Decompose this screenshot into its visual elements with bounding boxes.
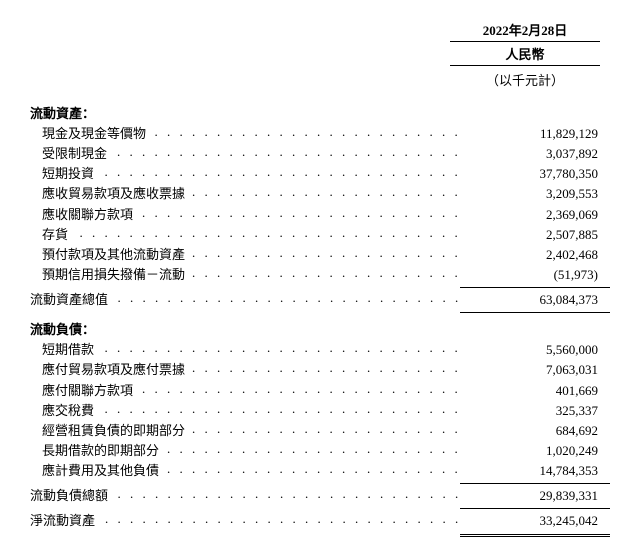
line-item-row: 預付款項及其他流動資產. . . . . . . . . . . . . . .… — [30, 245, 610, 265]
table-header: 2022年2月28日 人民幣 （以千元計） — [30, 20, 610, 99]
line-item-row: 經營租賃負債的即期部分. . . . . . . . . . . . . . .… — [30, 421, 610, 441]
section-title-current-liabilities: 流動負債： — [30, 315, 610, 340]
header-unit: （以千元計） — [450, 66, 600, 99]
line-item-label: 短期投資. . . . . . . . . . . . . . . . . . … — [30, 164, 460, 184]
line-item-label: 應付貿易款項及應付票據. . . . . . . . . . . . . . .… — [30, 360, 460, 380]
header-date: 2022年2月28日 — [450, 20, 600, 42]
line-item-label: 應計費用及其他負債. . . . . . . . . . . . . . . .… — [30, 461, 460, 481]
line-item-value: 3,209,553 — [460, 184, 610, 204]
line-item-label: 現金及現金等價物. . . . . . . . . . . . . . . . … — [30, 124, 460, 144]
section-title-current-assets: 流動資產： — [30, 99, 610, 124]
line-item-value: 5,560,000 — [460, 340, 610, 360]
line-item-value: 14,784,353 — [460, 461, 610, 481]
line-item-row: 應計費用及其他負債. . . . . . . . . . . . . . . .… — [30, 461, 610, 481]
line-item-value: 2,507,885 — [460, 225, 610, 245]
line-item-value: 325,337 — [460, 401, 610, 421]
line-item-value: 37,780,350 — [460, 164, 610, 184]
label-liab-total: 流動負債總額 . . . . . . . . . . . . . . . . .… — [30, 486, 460, 506]
line-item-value: 2,369,069 — [460, 205, 610, 225]
row-liab-total: 流動負債總額 . . . . . . . . . . . . . . . . .… — [30, 486, 610, 506]
rule-net-double — [30, 532, 610, 537]
line-item-label: 預付款項及其他流動資產. . . . . . . . . . . . . . .… — [30, 245, 460, 265]
line-item-row: 長期借款的即期部分. . . . . . . . . . . . . . . .… — [30, 441, 610, 461]
line-item-label: 經營租賃負債的即期部分. . . . . . . . . . . . . . .… — [30, 421, 460, 441]
row-net: 淨流動資產 . . . . . . . . . . . . . . . . . … — [30, 511, 610, 531]
line-item-value: 684,692 — [460, 421, 610, 441]
line-item-row: 現金及現金等價物. . . . . . . . . . . . . . . . … — [30, 124, 610, 144]
financial-table: 2022年2月28日 人民幣 （以千元計） 流動資產： 現金及現金等價物. . … — [30, 20, 610, 537]
line-item-row: 應收貿易款項及應收票據. . . . . . . . . . . . . . .… — [30, 184, 610, 204]
line-item-value: 2,402,468 — [460, 245, 610, 265]
line-item-value: 3,037,892 — [460, 144, 610, 164]
value-liab-total: 29,839,331 — [460, 486, 610, 506]
line-item-label: 應付關聯方款項. . . . . . . . . . . . . . . . .… — [30, 381, 460, 401]
line-item-label: 應收關聯方款項. . . . . . . . . . . . . . . . .… — [30, 205, 460, 225]
line-item-label: 受限制現金. . . . . . . . . . . . . . . . . .… — [30, 144, 460, 164]
line-item-label: 短期借款. . . . . . . . . . . . . . . . . . … — [30, 340, 460, 360]
line-item-row: 應付貿易款項及應付票據. . . . . . . . . . . . . . .… — [30, 360, 610, 380]
value-assets-total: 63,084,373 — [460, 290, 610, 310]
line-item-label: 應收貿易款項及應收票據. . . . . . . . . . . . . . .… — [30, 184, 460, 204]
line-item-value: (51,973) — [460, 265, 610, 285]
line-item-row: 存貨. . . . . . . . . . . . . . . . . . . … — [30, 225, 610, 245]
line-item-label: 存貨. . . . . . . . . . . . . . . . . . . … — [30, 225, 460, 245]
line-item-row: 應交稅費. . . . . . . . . . . . . . . . . . … — [30, 401, 610, 421]
line-item-row: 應收關聯方款項. . . . . . . . . . . . . . . . .… — [30, 205, 610, 225]
line-item-row: 應付關聯方款項. . . . . . . . . . . . . . . . .… — [30, 381, 610, 401]
header-currency: 人民幣 — [450, 44, 600, 66]
line-item-row: 受限制現金. . . . . . . . . . . . . . . . . .… — [30, 144, 610, 164]
line-item-value: 1,020,249 — [460, 441, 610, 461]
line-item-row: 短期投資. . . . . . . . . . . . . . . . . . … — [30, 164, 610, 184]
value-net: 33,245,042 — [460, 511, 610, 531]
line-item-label: 應交稅費. . . . . . . . . . . . . . . . . . … — [30, 401, 460, 421]
line-item-value: 401,669 — [460, 381, 610, 401]
line-item-value: 11,829,129 — [460, 124, 610, 144]
line-item-row: 預期信用損失撥備－流動. . . . . . . . . . . . . . .… — [30, 265, 610, 285]
label-assets-total: 流動資產總值 . . . . . . . . . . . . . . . . .… — [30, 290, 460, 310]
row-assets-total: 流動資產總值 . . . . . . . . . . . . . . . . .… — [30, 290, 610, 310]
line-item-row: 短期借款. . . . . . . . . . . . . . . . . . … — [30, 340, 610, 360]
line-item-label: 預期信用損失撥備－流動. . . . . . . . . . . . . . .… — [30, 265, 460, 285]
line-item-label: 長期借款的即期部分. . . . . . . . . . . . . . . .… — [30, 441, 460, 461]
line-item-value: 7,063,031 — [460, 360, 610, 380]
label-net: 淨流動資產 . . . . . . . . . . . . . . . . . … — [30, 511, 460, 531]
